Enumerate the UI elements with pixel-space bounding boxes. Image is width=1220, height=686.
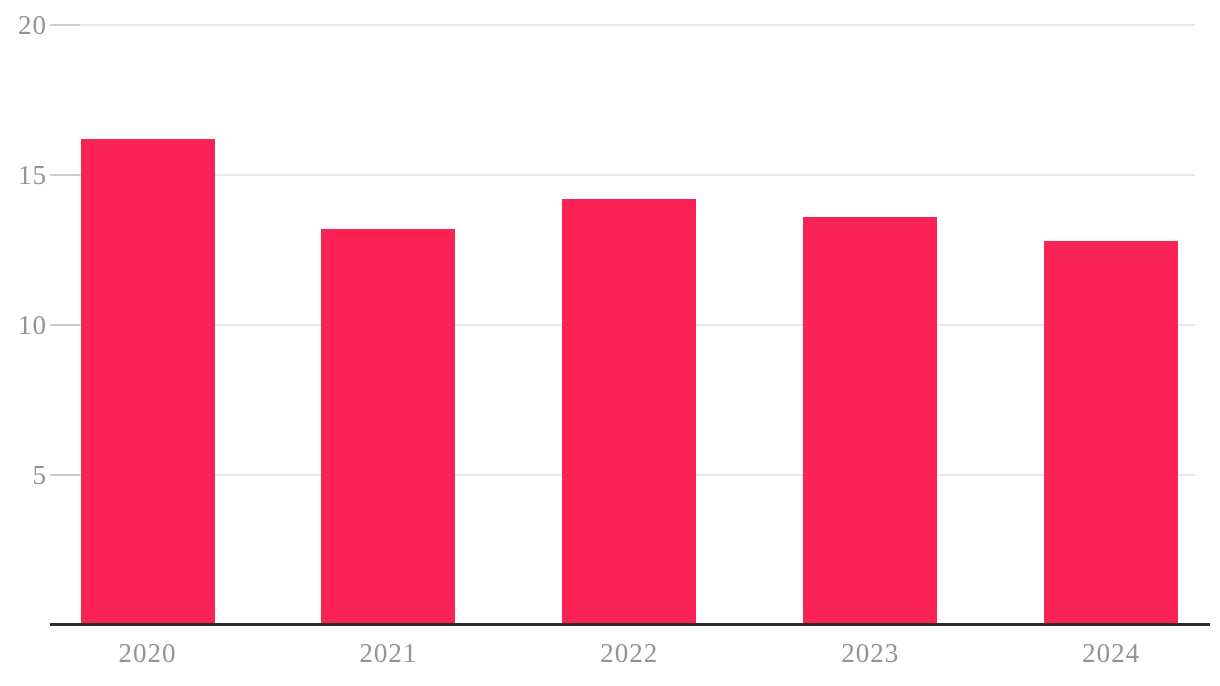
bar [321,229,456,625]
bar [1044,241,1179,625]
y-axis-tick-label: 15 [18,160,47,190]
x-axis-category-label: 2022 [600,638,659,668]
gridline [50,174,1195,176]
y-tick-mark [50,24,80,26]
x-axis-category-label: 2020 [118,638,177,668]
y-tick-mark [50,174,80,176]
y-axis-tick-label: 10 [18,310,47,340]
bar [803,217,938,625]
x-axis-category-label: 2024 [1082,638,1141,668]
x-axis-line [50,623,1210,626]
bar [562,199,697,625]
bar [80,139,215,625]
x-axis-category-label: 2021 [359,638,418,668]
y-axis-tick-label: 20 [18,10,47,40]
y-axis-tick-label: 5 [32,460,47,490]
x-axis-category-label: 2023 [841,638,900,668]
gridline [50,24,1195,26]
y-tick-mark [50,474,80,476]
y-tick-mark [50,324,80,326]
